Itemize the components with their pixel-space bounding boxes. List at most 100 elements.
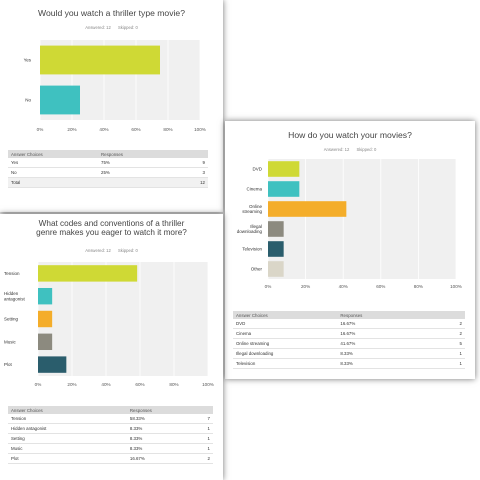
x-tick-label: 40% — [101, 382, 110, 387]
category-label: Hidden — [4, 291, 19, 296]
plot-area — [268, 159, 456, 279]
table-row: No 25% 3 — [8, 167, 208, 178]
row-percent: 58.33% — [126, 414, 189, 424]
row-choice: Setting — [8, 433, 127, 444]
table-row: Yes 75% 9 — [8, 158, 208, 168]
row-percent: 8.33% — [337, 348, 429, 359]
row-choice: No — [8, 167, 98, 178]
chart-title-line: genre makes you eager to watch it more? — [36, 228, 187, 238]
row-count: 2 — [428, 328, 465, 339]
x-tick-label: 20% — [301, 284, 310, 289]
answered-count: Answered: 12 — [85, 25, 111, 30]
header-responses: Responses — [98, 150, 208, 158]
header-responses: Responses — [126, 406, 213, 414]
bar — [38, 310, 53, 328]
row-count: 2 — [188, 453, 213, 464]
bar — [38, 333, 53, 351]
category-label: DVD — [252, 167, 262, 172]
x-tick-label: 0% — [265, 284, 272, 289]
category-label: Setting — [4, 317, 19, 322]
row-count: 1 — [188, 443, 213, 454]
x-tick-label: 80% — [163, 127, 172, 132]
answered-count: Answered: 12 — [85, 248, 111, 253]
category-label: antagonist — [4, 296, 26, 301]
bar — [40, 45, 160, 75]
category-label: No — [25, 98, 31, 103]
chart-title: How do you watch your movies? — [288, 130, 412, 140]
responses-table: Answer Choices Responses DVD 16.67% 2 Ci… — [233, 311, 465, 369]
skipped-count: Skipped: 0 — [117, 248, 138, 253]
bar — [38, 287, 53, 305]
x-tick-label: 40% — [339, 284, 348, 289]
category-label: Music — [4, 339, 17, 344]
bar — [268, 221, 284, 237]
table-row: Illegal downloading 8.33% 1 — [233, 348, 465, 359]
row-count: 1 — [428, 358, 465, 369]
bar-chart: 0% 20% 40% 60% 80% 100% Yes No — [24, 40, 206, 132]
category-label: Television — [242, 247, 262, 252]
category-label: Plot — [4, 362, 13, 367]
chart-subtitle: Answered: 12 Skipped: 0 — [0, 248, 223, 253]
row-percent: 75% — [98, 158, 162, 168]
x-tick-label: 0% — [37, 127, 44, 132]
row-choice: Online streaming — [233, 338, 338, 349]
row-count: 1 — [188, 433, 213, 444]
row-count: 9 — [161, 158, 208, 168]
category-label: Yes — [24, 58, 32, 63]
table-total-row: Total 12 — [8, 177, 208, 188]
row-choice: Television — [233, 358, 338, 369]
table-row: Online streaming 41.67% 5 — [233, 338, 465, 349]
row-percent: 41.67% — [337, 338, 429, 349]
row-count: 2 — [428, 319, 465, 329]
x-tick-label: 60% — [131, 127, 140, 132]
row-choice: DVD — [233, 319, 338, 329]
row-count: 1 — [188, 423, 213, 434]
category-label: Tension — [4, 271, 20, 276]
bar — [38, 265, 138, 282]
x-tick-label: 80% — [169, 382, 178, 387]
category-label: Online — [249, 204, 263, 209]
bar — [268, 261, 284, 277]
bar — [40, 85, 80, 115]
row-count: 3 — [161, 167, 208, 178]
row-percent: 16.67% — [337, 319, 429, 329]
row-percent: 16.67% — [126, 453, 189, 464]
table-row: Hidden antagonist 8.33% 1 — [8, 423, 213, 434]
skipped-count: Skipped: 0 — [356, 147, 377, 152]
x-tick-label: 60% — [376, 284, 385, 289]
category-label: Illegal — [250, 224, 262, 229]
row-percent: 25% — [98, 167, 162, 178]
header-responses: Responses — [337, 311, 465, 319]
row-percent: 8.33% — [126, 433, 189, 444]
table-row: Setting 8.33% 1 — [8, 433, 213, 444]
row-choice: Illegal downloading — [233, 348, 338, 359]
row-choice: Plot — [8, 453, 127, 464]
survey-card-viewing: How do you watch your movies? Answered: … — [225, 121, 475, 379]
responses-table: Answer Choices Responses Yes 75% 9 No 25… — [8, 150, 208, 188]
table-row: Tension 58.33% 7 — [8, 414, 213, 424]
table-header-row: Answer Choices Responses — [233, 311, 465, 319]
bar — [268, 181, 300, 197]
table-row: Plot 16.67% 2 — [8, 453, 213, 464]
x-tick-label: 100% — [450, 284, 462, 289]
header-answer-choices: Answer Choices — [233, 311, 338, 319]
bar — [38, 356, 67, 373]
header-answer-choices: Answer Choices — [8, 406, 127, 414]
row-percent: 8.33% — [126, 443, 189, 454]
row-count: 5 — [428, 338, 465, 349]
bar — [268, 201, 347, 217]
row-choice: Music — [8, 443, 127, 454]
chart-subtitle: Answered: 12 Skipped: 0 — [225, 147, 475, 152]
header-answer-choices: Answer Choices — [8, 150, 98, 158]
table-row: Music 8.33% 1 — [8, 443, 213, 454]
survey-card-conventions: What codes and conventions of a thriller… — [0, 214, 223, 480]
row-count: 7 — [188, 414, 213, 424]
category-label: downloading — [237, 229, 263, 234]
table-row: DVD 16.67% 2 — [233, 319, 465, 329]
total-count: 12 — [161, 177, 208, 188]
bar — [268, 241, 284, 257]
x-tick-label: 100% — [202, 382, 214, 387]
category-label: Cinema — [246, 187, 262, 192]
chart-title: Would you watch a thriller type movie? — [38, 8, 185, 18]
total-label: Total — [8, 177, 98, 188]
